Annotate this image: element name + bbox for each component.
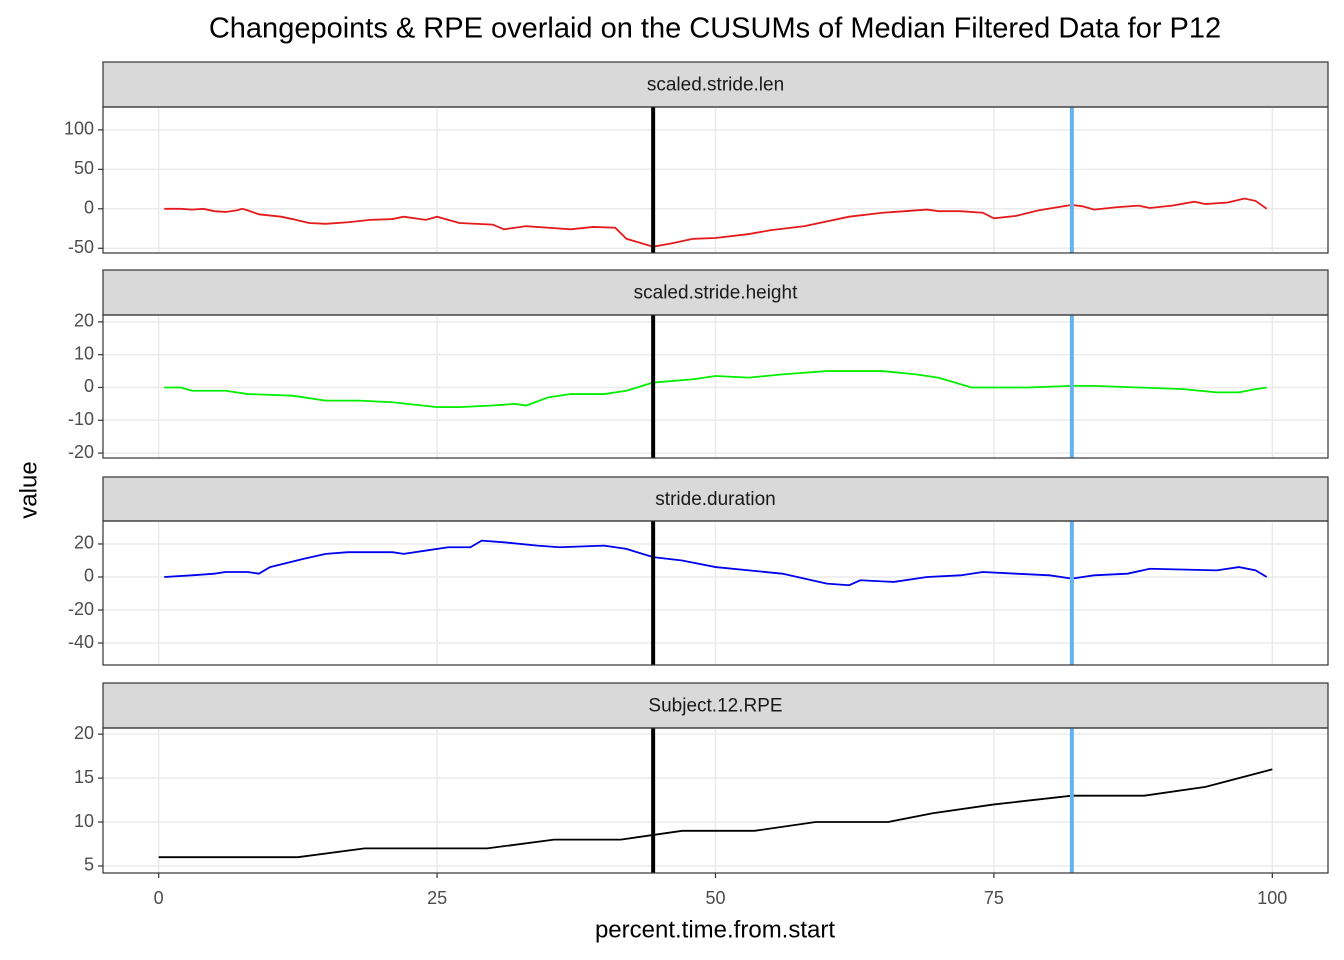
strip — [102, 476, 1329, 522]
x-tick-label: 0 — [154, 888, 164, 908]
y-tick-label: -20 — [68, 599, 94, 619]
y-tick-label: -50 — [68, 237, 94, 257]
panel-border — [102, 106, 1329, 254]
strip — [102, 269, 1329, 316]
y-tick-label: 10 — [74, 811, 94, 831]
strip-label: scaled.stride.height — [634, 283, 798, 304]
x-tick-label: 25 — [427, 888, 447, 908]
x-axis-title: percent.time.from.start — [595, 916, 835, 943]
y-tick-label: 20 — [74, 723, 94, 743]
strip-label: Subject.12.RPE — [648, 696, 782, 717]
chart-title: Changepoints & RPE overlaid on the CUSUM… — [209, 13, 1221, 45]
x-tick-label: 75 — [984, 888, 1004, 908]
strip — [102, 61, 1329, 108]
y-tick-label: 50 — [74, 158, 94, 178]
y-tick-label: -40 — [68, 632, 94, 652]
panel-border — [102, 520, 1329, 666]
y-tick-label: -20 — [68, 442, 94, 462]
y-tick-label: 10 — [74, 343, 94, 363]
y-tick-label: 0 — [84, 376, 94, 396]
y-axis-title: value — [15, 461, 42, 518]
y-tick-label: 20 — [74, 311, 94, 331]
y-tick-label: 0 — [84, 198, 94, 218]
strip — [102, 682, 1329, 729]
y-tick-label: 5 — [84, 855, 94, 875]
y-tick-label: 100 — [64, 119, 94, 139]
strip-label: scaled.stride.len — [647, 75, 784, 96]
series-line — [158, 768, 1273, 859]
y-tick-label: 20 — [74, 533, 94, 553]
x-tick-label: 50 — [705, 888, 725, 908]
x-tick-label: 100 — [1257, 888, 1287, 908]
panel-border — [102, 314, 1329, 459]
y-tick-label: 15 — [74, 767, 94, 787]
y-tick-label: -10 — [68, 409, 94, 429]
y-tick-label: 0 — [84, 566, 94, 586]
strip-label: stride.duration — [655, 489, 775, 510]
